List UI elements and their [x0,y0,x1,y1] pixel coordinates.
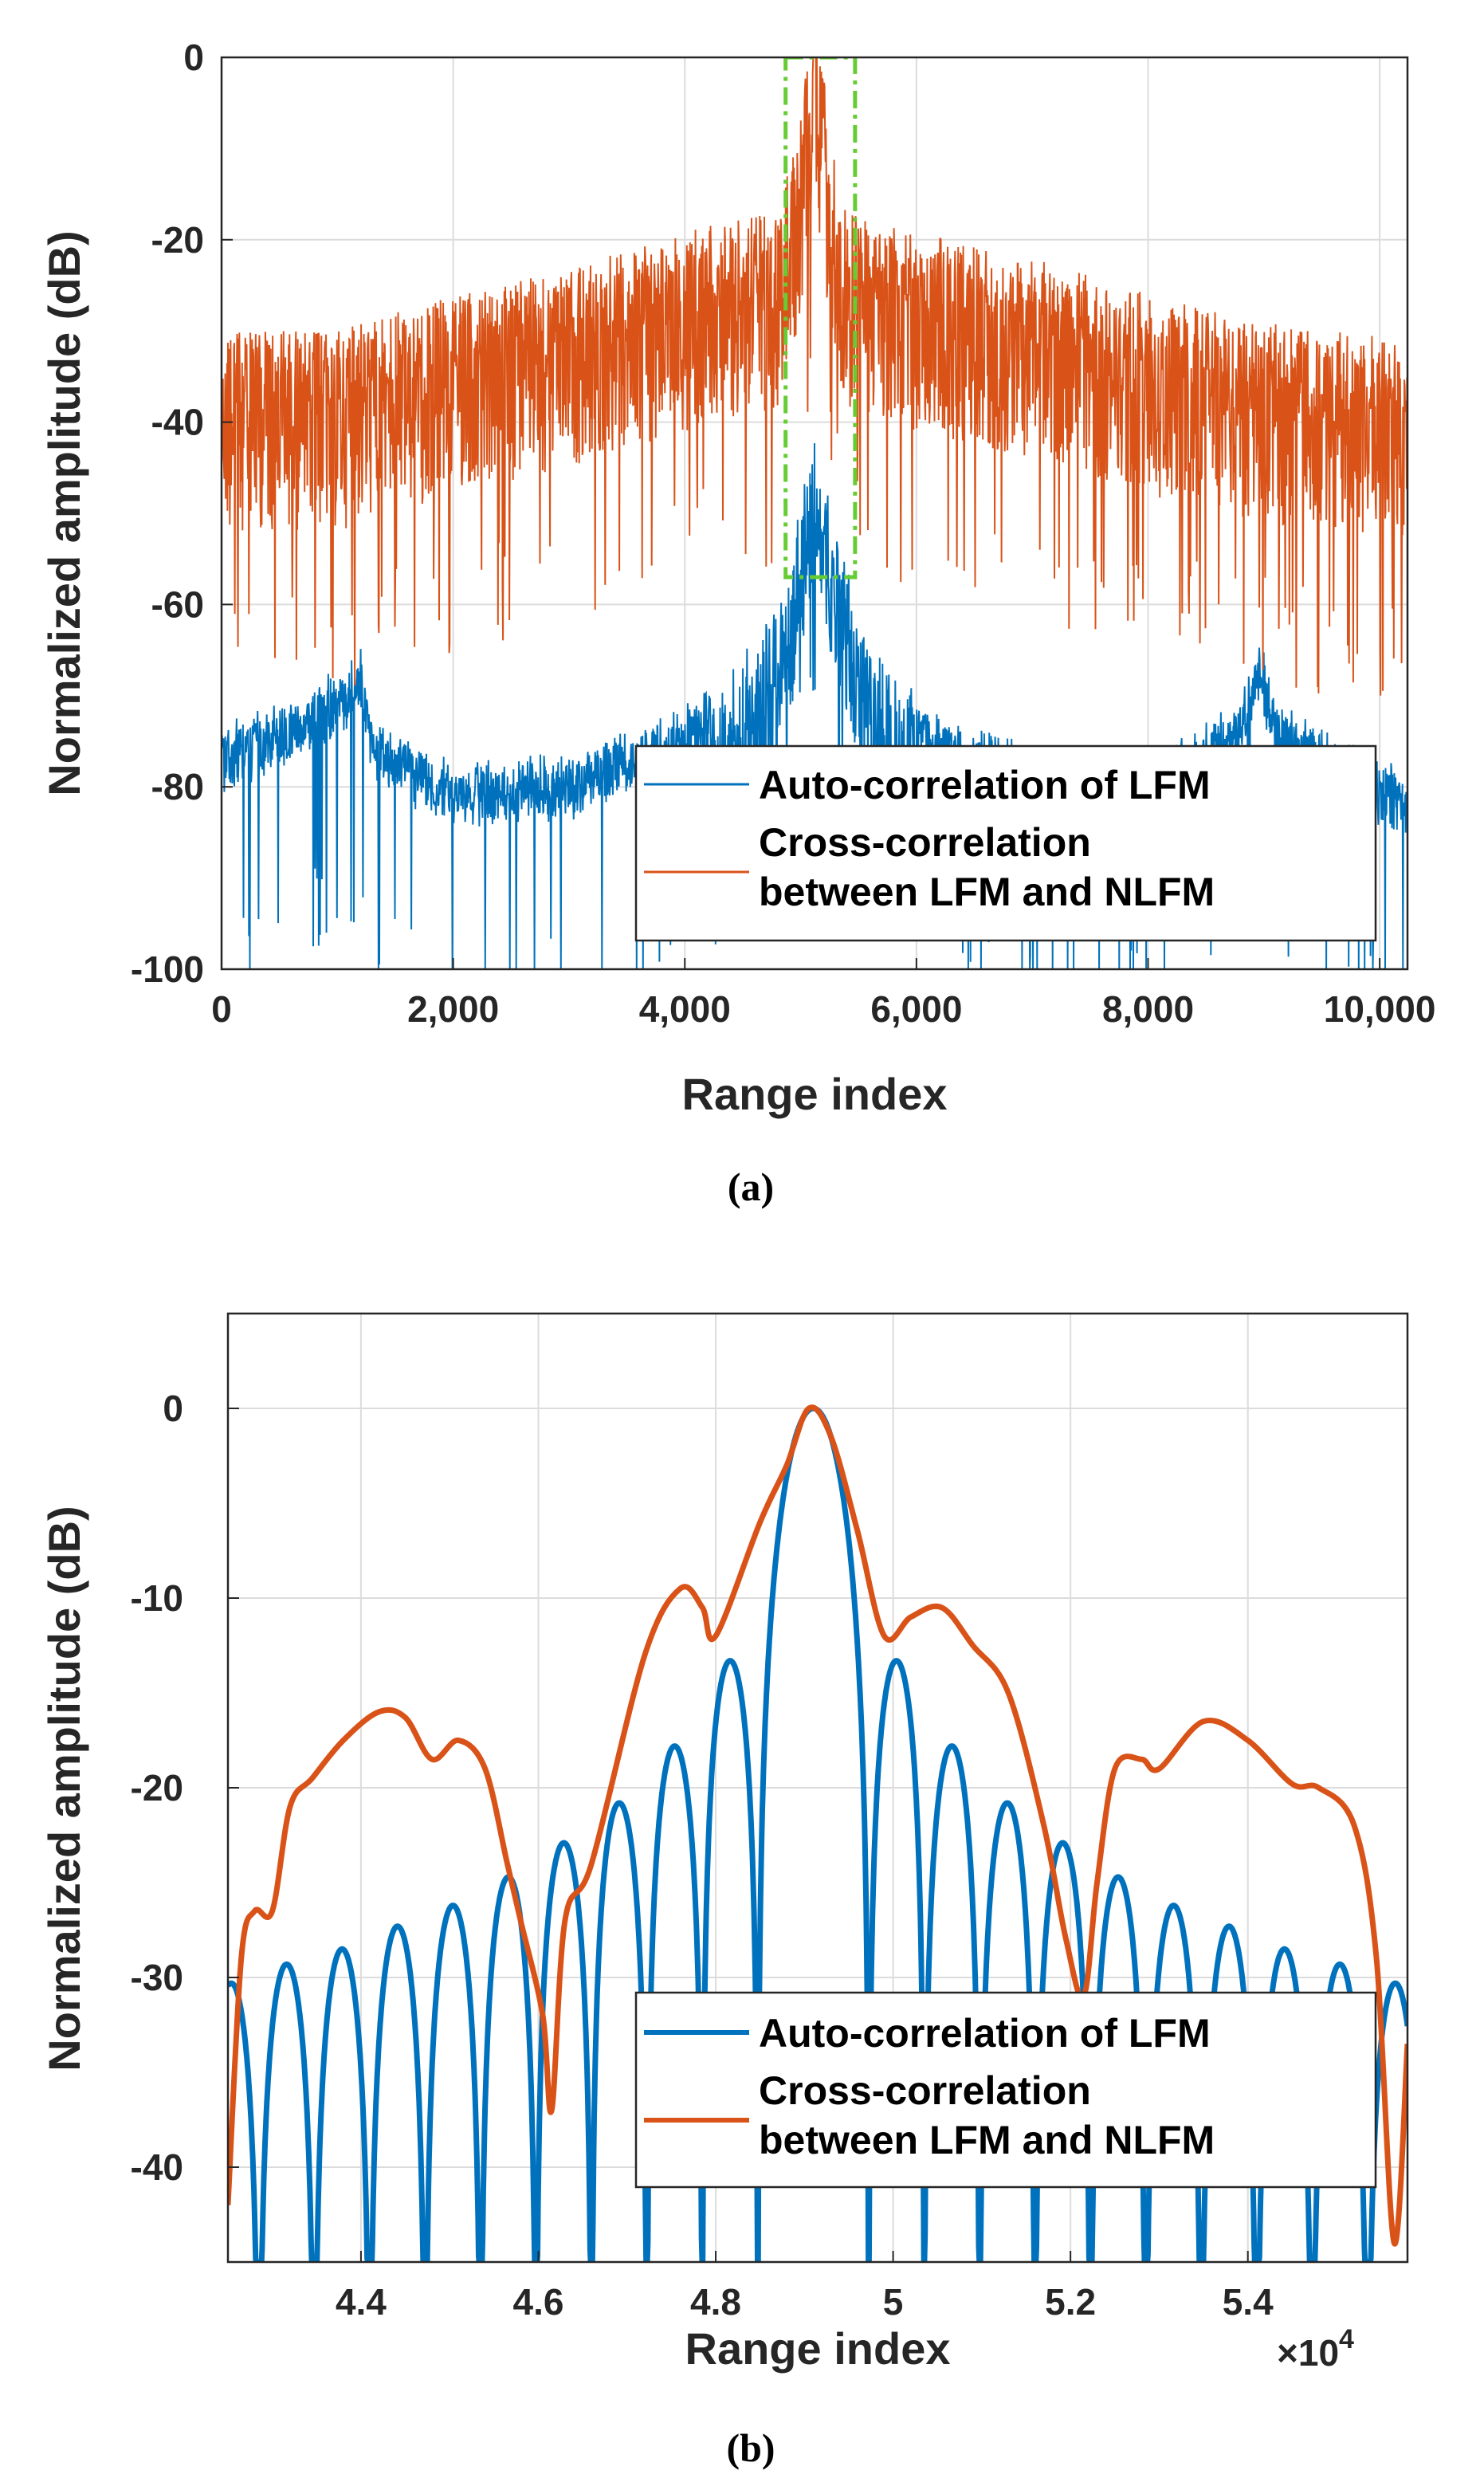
x-axis-label-b: Range index [685,2323,951,2374]
caption-b: (b) [726,2425,775,2470]
legend-a: Auto-correlation of LFM Cross-correlatio… [634,744,1377,942]
legend-a-auto-label: Auto-correlation of LFM [759,763,1211,807]
x-tick-label-a: 2,000 [407,988,499,1030]
y-tick-label-a: -20 [151,219,204,261]
y-tick-label-a: 0 [183,37,204,78]
legend-a-cross-label: Cross-correlation between LFM and NLFM [759,820,1215,914]
y-tick-label-b: -10 [131,1577,183,1619]
x-tick-label-a: 0 [211,988,232,1030]
highlight-box-a [783,57,858,579]
y-axis-label-a: Normalized amplitude (dB) [39,230,89,795]
legend-b: Auto-correlation of LFM Cross-correlatio… [634,1991,1377,2189]
x-tick-label-b: 4.4 [336,2281,387,2323]
y-tick-label-b: -30 [131,1957,183,1998]
x-tick-label-b: 4.6 [512,2281,563,2323]
y-tick-label-b: -40 [131,2146,183,2188]
series-a-cross-correlation-line [222,57,1407,696]
legend-b-auto-label: Auto-correlation of LFM [759,2011,1211,2056]
axes-frame-a [220,56,1409,971]
x-tick-label-b: 5.4 [1223,2281,1274,2323]
caption-a: (a) [728,1164,774,1209]
y-tick-label-a: -40 [151,402,204,443]
y-tick-label-a: -100 [131,948,204,990]
x-tick-label-a: 10,000 [1324,988,1436,1030]
y-axis-label-b: Normalized amplitude (dB) [39,1506,89,2071]
series-b-cross-correlation-line [228,1404,1407,2247]
x-tick-label-a: 4,000 [639,988,731,1030]
x-tick-label-a: 6,000 [870,988,962,1030]
x-tick-label-b: 5.2 [1045,2281,1096,2323]
chart-panel-b: 4.4 4.6 4.8 5 5.2 5.4 0 -10 -20 -30 -40 Range inde… [39,1312,1409,2470]
legend-b-cross-label: Cross-correlation between LFM and NLFM [759,2068,1215,2162]
x-axis-label-a: Range index [682,1069,948,1119]
y-tick-label-a: -60 [151,583,204,625]
chart-panel-a: 0 2,000 4,000 6,000 8,000 10,000 0 -20 -40 -60 -80… [39,37,1435,1209]
y-tick-label-a: -80 [151,766,204,807]
y-tick-label-b: 0 [163,1388,183,1429]
x-tick-label-b: 5 [883,2281,904,2323]
x-tick-label-b: 4.8 [690,2281,741,2323]
y-tick-label-b: -20 [131,1767,183,1808]
x-multiplier-b: ×104 [1277,2324,1354,2374]
x-tick-label-a: 8,000 [1102,988,1194,1030]
